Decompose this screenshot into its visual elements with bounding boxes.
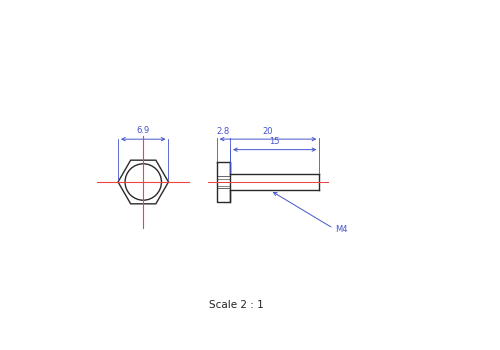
Text: 20: 20 xyxy=(263,127,274,135)
Text: 6.9: 6.9 xyxy=(136,126,150,135)
Text: Scale 2 : 1: Scale 2 : 1 xyxy=(208,300,264,309)
Text: 15: 15 xyxy=(270,137,280,146)
Text: M4: M4 xyxy=(335,225,347,234)
Text: 2.8: 2.8 xyxy=(217,127,230,135)
